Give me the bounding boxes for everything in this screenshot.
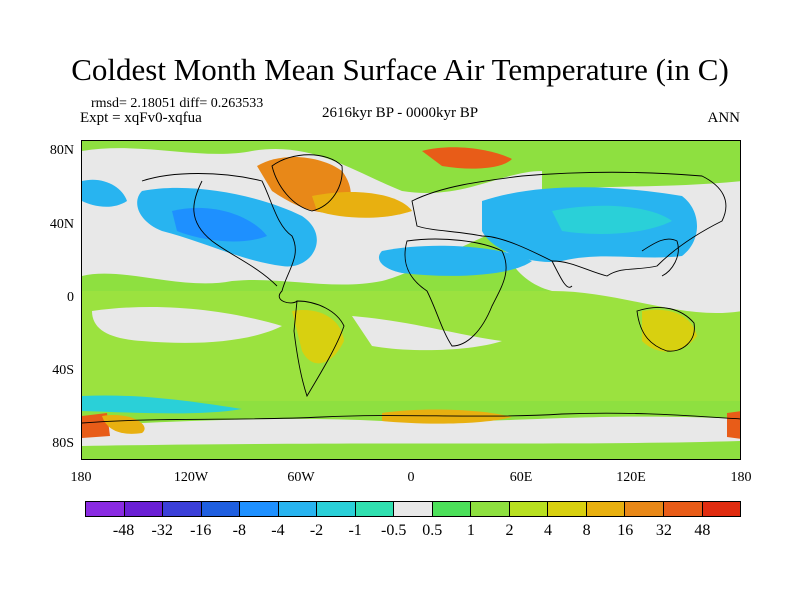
coast-eurasia <box>411 171 727 277</box>
colorbar-swatch <box>548 502 587 516</box>
field-cold-pacific <box>82 179 127 207</box>
colorbar-label: -8 <box>232 522 246 539</box>
colorbar-swatch <box>355 502 395 516</box>
x-label-120e: 120E <box>616 470 646 485</box>
colorbar-swatch <box>86 502 125 516</box>
colorbar-label: -16 <box>190 522 212 539</box>
y-label-80s: 80S <box>52 436 74 451</box>
colorbar-label: -32 <box>151 522 173 539</box>
map-title: Coldest Month Mean Surface Air Temperatu… <box>71 52 729 87</box>
colorbar-swatch <box>240 502 279 516</box>
colorbar-label: -1 <box>348 522 362 539</box>
field-neutral-pacific <box>92 306 282 343</box>
coast-greenland <box>271 154 343 212</box>
field-neutral-atlantic <box>352 316 502 351</box>
x-label-60w: 60W <box>287 470 315 485</box>
colorbar-label: 48 <box>694 522 711 539</box>
coast-east-asia <box>641 238 679 277</box>
colorbar-label: -4 <box>271 522 285 539</box>
field-warm-atlantic <box>312 191 412 218</box>
colorbar-swatch <box>586 502 626 516</box>
colorbar-swatch <box>702 502 741 516</box>
coast-australia <box>636 306 695 352</box>
colorbar <box>85 501 741 517</box>
period-label: 2616kyr BP - 0000kyr BP <box>321 105 479 121</box>
colorbar-swatch <box>625 502 664 516</box>
y-label-40n: 40N <box>49 217 74 232</box>
field-cool-eurasia <box>552 205 672 234</box>
field-warm-antarctic-2 <box>382 409 512 424</box>
y-label-40s: 40S <box>52 363 74 378</box>
coast-india <box>551 260 573 288</box>
colorbar-label: 8 <box>582 522 591 539</box>
x-label-0: 0 <box>407 470 415 485</box>
coast-na-west <box>193 180 278 287</box>
colorbar-swatch <box>201 502 241 516</box>
colorbar-swatch <box>432 502 472 516</box>
y-label-80n: 80N <box>49 143 74 158</box>
colorbar-swatch <box>663 502 703 516</box>
x-label-180w: 180 <box>70 470 92 485</box>
colorbar-label: -48 <box>112 522 135 539</box>
colorbar-label: -2 <box>309 522 324 539</box>
field-warm-antarctic-1 <box>102 414 145 434</box>
colorbar-swatch <box>471 502 510 516</box>
colorbar-swatch <box>317 502 356 516</box>
x-label-60e: 60E <box>509 470 533 485</box>
field-cold-africa-north <box>378 245 532 276</box>
colorbar-swatch <box>278 502 318 516</box>
map-field <box>82 141 740 459</box>
field-neutral-south <box>82 416 740 446</box>
field-hot-east <box>727 411 740 439</box>
colorbar-label: 0.5 <box>422 522 443 539</box>
map-plot <box>81 140 741 460</box>
season-label: ANN <box>707 110 741 126</box>
coast-north-america <box>141 173 298 304</box>
coast-antarctica <box>82 412 740 424</box>
field-warm-australia <box>642 309 697 352</box>
x-label-120w: 120W <box>173 470 209 485</box>
colorbar-label: 4 <box>544 522 553 539</box>
field-warm-samerica <box>292 310 344 364</box>
colorbar-label: 32 <box>655 522 672 539</box>
x-label-180e: 180 <box>730 470 752 485</box>
coast-africa <box>404 238 507 347</box>
colorbar-swatch <box>163 502 202 516</box>
colorbar-swatch <box>124 502 164 516</box>
experiment-label: Expt = xqFv0-xqfua <box>80 110 202 126</box>
coastlines <box>82 154 740 424</box>
colorbar-swatch <box>394 502 433 516</box>
stats-line: rmsd= 2.18051 diff= 0.263533 <box>91 96 264 111</box>
field-cool-southern <box>82 395 242 414</box>
field-colder-namerica <box>172 207 267 242</box>
colorbar-swatch <box>509 502 549 516</box>
colorbar-label: 16 <box>617 522 634 539</box>
field-hot-west <box>82 413 110 438</box>
colorbar-label: -0.5 <box>381 522 407 539</box>
field-hot-arctic <box>422 147 512 169</box>
colorbar-label: 2 <box>505 522 514 539</box>
coast-south-america <box>293 300 345 398</box>
y-label-0: 0 <box>67 290 74 305</box>
colorbar-label: 1 <box>466 522 475 539</box>
